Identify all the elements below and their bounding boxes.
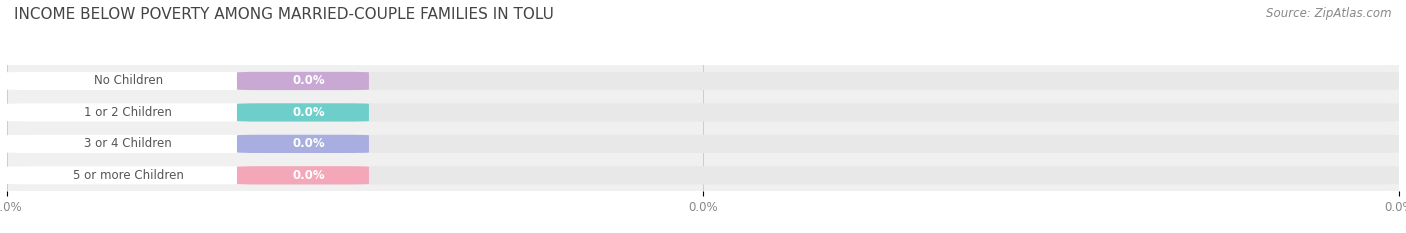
Text: 0.0%: 0.0% xyxy=(292,106,326,119)
FancyBboxPatch shape xyxy=(7,135,1399,153)
FancyBboxPatch shape xyxy=(7,72,249,90)
Text: 3 or 4 Children: 3 or 4 Children xyxy=(84,137,172,150)
Text: 0.0%: 0.0% xyxy=(292,75,326,87)
Text: 1 or 2 Children: 1 or 2 Children xyxy=(84,106,172,119)
FancyBboxPatch shape xyxy=(7,135,249,153)
FancyBboxPatch shape xyxy=(7,103,249,122)
Text: No Children: No Children xyxy=(94,75,163,87)
FancyBboxPatch shape xyxy=(7,166,249,185)
Text: 5 or more Children: 5 or more Children xyxy=(73,169,184,182)
FancyBboxPatch shape xyxy=(7,103,1399,122)
FancyBboxPatch shape xyxy=(238,103,368,122)
Text: INCOME BELOW POVERTY AMONG MARRIED-COUPLE FAMILIES IN TOLU: INCOME BELOW POVERTY AMONG MARRIED-COUPL… xyxy=(14,7,554,22)
FancyBboxPatch shape xyxy=(238,72,368,90)
FancyBboxPatch shape xyxy=(238,166,368,185)
FancyBboxPatch shape xyxy=(7,166,1399,185)
Text: 0.0%: 0.0% xyxy=(292,137,326,150)
Text: Source: ZipAtlas.com: Source: ZipAtlas.com xyxy=(1267,7,1392,20)
Text: 0.0%: 0.0% xyxy=(292,169,326,182)
FancyBboxPatch shape xyxy=(238,135,368,153)
FancyBboxPatch shape xyxy=(7,72,1399,90)
